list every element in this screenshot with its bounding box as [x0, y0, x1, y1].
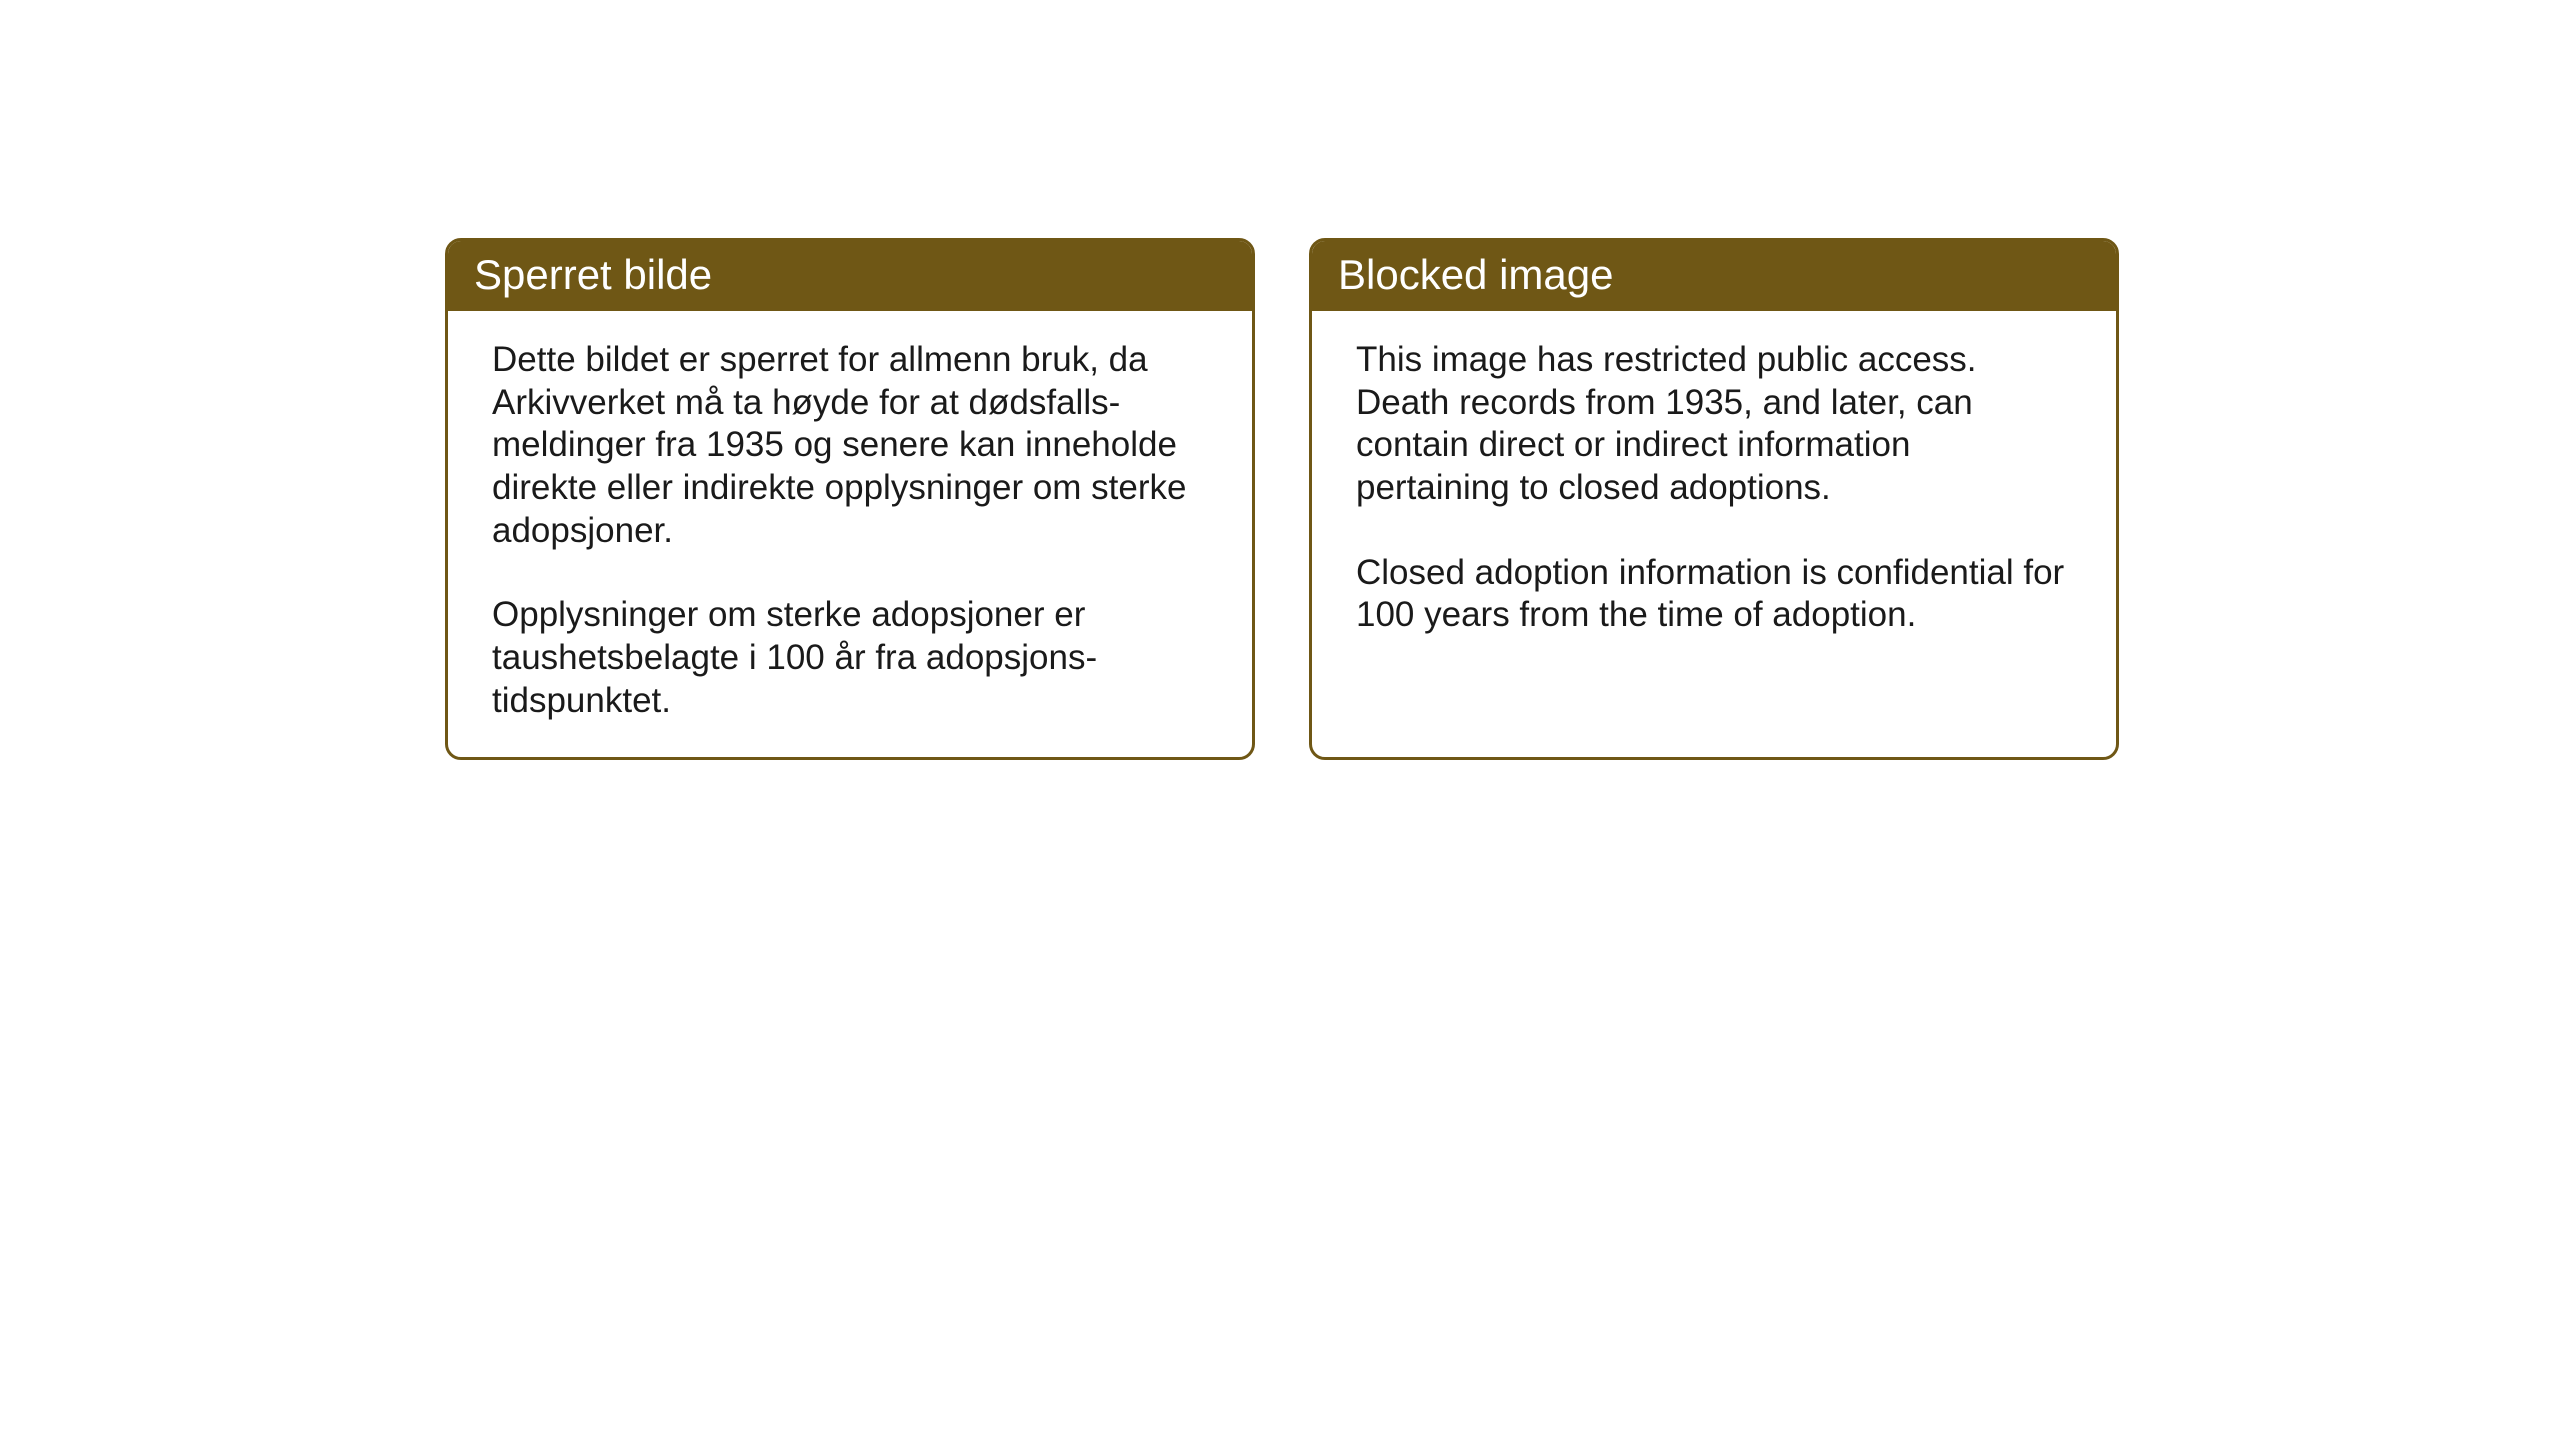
card-title-norwegian: Sperret bilde — [474, 251, 712, 298]
notice-container: Sperret bilde Dette bildet er sperret fo… — [445, 238, 2119, 760]
card-header-english: Blocked image — [1312, 241, 2116, 311]
notice-card-norwegian: Sperret bilde Dette bildet er sperret fo… — [445, 238, 1255, 760]
card-paragraph-1-norwegian: Dette bildet er sperret for allmenn bruk… — [492, 339, 1208, 552]
notice-card-english: Blocked image This image has restricted … — [1309, 238, 2119, 760]
card-paragraph-2-english: Closed adoption information is confident… — [1356, 552, 2072, 637]
card-body-english: This image has restricted public access.… — [1312, 311, 2116, 751]
card-paragraph-1-english: This image has restricted public access.… — [1356, 339, 2072, 510]
card-body-norwegian: Dette bildet er sperret for allmenn bruk… — [448, 311, 1252, 757]
card-title-english: Blocked image — [1338, 251, 1613, 298]
card-paragraph-2-norwegian: Opplysninger om sterke adopsjoner er tau… — [492, 594, 1208, 722]
card-header-norwegian: Sperret bilde — [448, 241, 1252, 311]
